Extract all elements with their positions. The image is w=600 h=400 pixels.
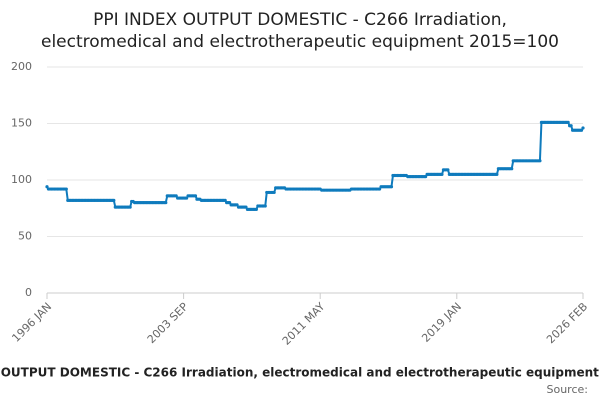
point <box>569 124 573 128</box>
y-tick-label: 150 <box>11 117 32 130</box>
point <box>272 190 276 195</box>
point <box>581 126 585 130</box>
point <box>495 172 499 176</box>
y-tick-label: 0 <box>25 286 32 299</box>
point <box>235 203 239 207</box>
point <box>377 187 382 191</box>
point <box>440 172 444 176</box>
point <box>538 159 542 163</box>
point <box>223 198 227 202</box>
chart-title: electromedical and electrotherapeutic eq… <box>41 32 559 52</box>
point <box>579 128 584 132</box>
point <box>510 167 514 171</box>
y-tick-label: 100 <box>11 173 32 186</box>
point <box>128 205 132 209</box>
point <box>254 207 258 211</box>
x-tick-label: 1996 JAN <box>9 300 54 345</box>
point <box>184 196 189 200</box>
legend-label: PPI INDEX OUTPUT DOMESTIC - C266 Irradia… <box>0 366 600 380</box>
chart-title: PPI INDEX OUTPUT DOMESTIC - C266 Irradia… <box>93 10 507 30</box>
y-tick-label: 200 <box>11 60 32 73</box>
x-tick-label: 2026 FEB <box>544 300 590 346</box>
source: Source: <box>547 383 589 396</box>
point <box>244 205 248 209</box>
point <box>193 194 198 198</box>
point <box>174 194 178 198</box>
series-line <box>46 121 584 211</box>
point <box>424 175 428 179</box>
point <box>446 168 450 172</box>
point <box>263 204 267 208</box>
point <box>566 120 570 124</box>
point <box>164 201 168 205</box>
y-tick-label: 50 <box>18 230 32 243</box>
point <box>45 185 49 189</box>
point <box>112 198 116 202</box>
point <box>389 185 394 189</box>
point <box>64 187 68 191</box>
x-tick-label: 2019 JAN <box>419 300 464 345</box>
point <box>228 201 232 205</box>
x-tick-label: 2003 SEP <box>145 300 191 346</box>
x-tick-label: 2011 MAY <box>280 300 328 348</box>
